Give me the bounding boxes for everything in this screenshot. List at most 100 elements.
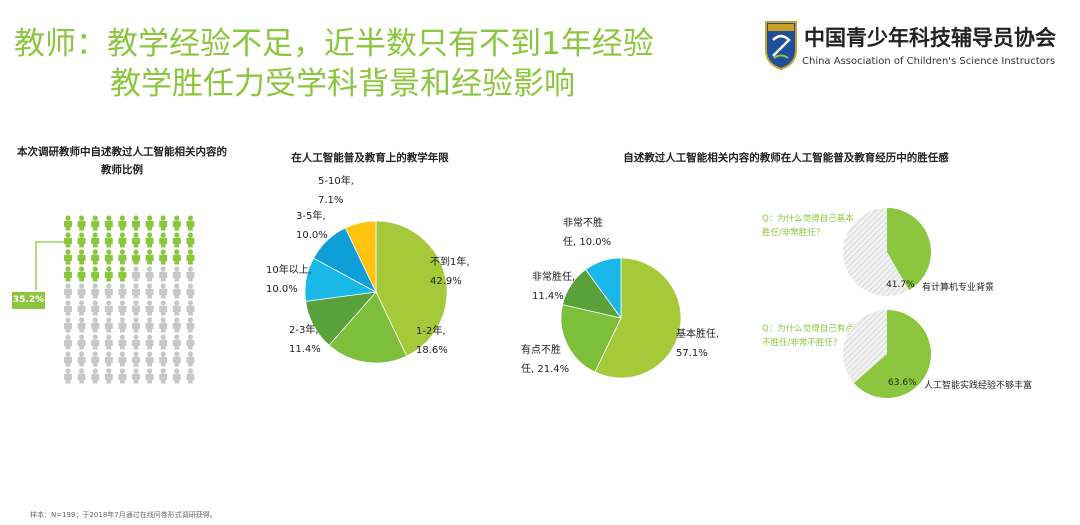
person-icon	[118, 266, 127, 282]
person-icon	[104, 232, 113, 248]
person-icon	[159, 249, 168, 265]
person-icon	[64, 317, 72, 333]
person-icon	[118, 368, 127, 384]
pie2-label-basically-competent: 基本胜任, 57.1%	[676, 329, 720, 359]
person-icon	[186, 368, 195, 384]
teaching-years-pie	[304, 220, 448, 364]
pie1-label-5-10: 5-10年, 7.1%	[318, 176, 354, 206]
person-icon	[118, 351, 127, 367]
person-icon	[77, 368, 86, 384]
panel1-title-line-2: 教师比例	[101, 164, 143, 176]
person-icon	[172, 300, 181, 316]
logo-name-en: China Association of Children's Science …	[802, 56, 1056, 67]
person-icon	[91, 300, 100, 316]
pictogram-connector	[35, 241, 66, 290]
q2-reason: 人工智能实践经验不够丰富	[924, 381, 1033, 391]
person-icon	[77, 300, 86, 316]
person-icon	[172, 368, 181, 384]
person-icon	[145, 334, 154, 350]
person-icon	[118, 215, 127, 231]
person-icon	[132, 283, 140, 299]
pie2-slice-3	[585, 257, 622, 320]
pie3-slice-0	[887, 208, 931, 291]
person-icon	[118, 249, 127, 265]
pie1-label-10plus: 10年以上, 10.0%	[266, 265, 312, 295]
pie2-label-somewhat-incompetent: 有点不胜 任, 21.4%	[521, 345, 570, 375]
pie4-slice-0	[853, 310, 931, 398]
person-icon	[64, 232, 72, 248]
person-icon	[77, 249, 86, 265]
logo-name-cn: 中国青少年科技辅导员协会	[804, 25, 1056, 50]
person-icon	[91, 351, 100, 367]
person-icon	[132, 232, 140, 248]
person-icon	[64, 334, 72, 350]
person-icon	[118, 334, 127, 350]
panel1-title-line-1: 本次调研教师中自述教过人工智能相关内容的	[17, 146, 227, 158]
person-icon	[132, 266, 140, 282]
person-icon	[159, 215, 168, 231]
person-icon	[132, 249, 140, 265]
person-icon	[186, 249, 195, 265]
person-icon	[172, 249, 181, 265]
person-icon	[145, 215, 154, 231]
person-icon	[172, 283, 181, 299]
person-icon	[186, 232, 195, 248]
person-icon	[118, 283, 127, 299]
person-icon	[145, 300, 154, 316]
person-icon	[159, 266, 168, 282]
person-icon	[186, 334, 195, 350]
person-icon	[77, 215, 86, 231]
person-icon	[91, 249, 100, 265]
person-icon	[186, 351, 195, 367]
pie3-slice-1	[842, 208, 909, 297]
person-icon	[145, 368, 154, 384]
person-icon	[104, 283, 113, 299]
person-icon	[132, 334, 140, 350]
panel1-title: 本次调研教师中自述教过人工智能相关内容的 教师比例	[4, 143, 240, 179]
pie1-slice-1	[328, 291, 408, 364]
pie2-slice-1	[560, 304, 622, 373]
person-icon	[132, 351, 140, 367]
title-line-2: 教学胜任力受学科背景和经验影响	[110, 66, 575, 102]
person-icon	[91, 334, 100, 350]
person-icon	[104, 215, 113, 231]
person-icon	[104, 300, 113, 316]
person-icon	[104, 334, 113, 350]
pie1-slice-5	[344, 220, 377, 293]
person-icon	[64, 215, 72, 231]
person-icon	[64, 300, 72, 316]
person-icon	[91, 232, 100, 248]
person-icon	[104, 266, 113, 282]
person-icon	[118, 300, 127, 316]
person-icon	[172, 266, 181, 282]
person-icon	[104, 368, 113, 384]
association-emblem-icon	[765, 21, 797, 71]
person-icon	[77, 334, 86, 350]
person-icon	[159, 368, 168, 384]
q2-percent: 63.6%	[888, 378, 917, 388]
person-icon	[91, 215, 100, 231]
person-icon	[172, 215, 181, 231]
person-icon	[145, 266, 154, 282]
person-icon	[91, 283, 100, 299]
panel2-title: 在人工智能普及教育上的教学年限	[291, 152, 449, 164]
person-icon	[172, 351, 181, 367]
person-icon	[145, 283, 154, 299]
person-icon	[159, 351, 168, 367]
person-icon	[132, 368, 140, 384]
competence-pie	[560, 257, 682, 379]
sample-note: 样本：N=199；于2018年7月通过在线问卷形式调研获得。	[30, 511, 217, 519]
person-icon	[132, 215, 140, 231]
q1-reason: 有计算机专业背景	[922, 283, 995, 293]
person-icon	[77, 283, 86, 299]
person-icon	[172, 317, 181, 333]
person-icon	[186, 215, 195, 231]
person-icon	[91, 317, 100, 333]
person-icon	[186, 266, 195, 282]
page-title: 教师：教学经验不足，近半数只有不到1年经验 教学胜任力受学科背景和经验影响	[14, 24, 654, 104]
person-icon	[186, 283, 195, 299]
pie2-label-very-competent: 非常胜任, 11.4%	[532, 272, 576, 302]
person-icon	[159, 232, 168, 248]
panel3-title: 自述教过人工智能相关内容的教师在人工智能普及教育经历中的胜任感	[623, 152, 949, 164]
q2-question: Q：为什么觉得自己有点 不胜任/非常不胜任？	[762, 324, 854, 348]
